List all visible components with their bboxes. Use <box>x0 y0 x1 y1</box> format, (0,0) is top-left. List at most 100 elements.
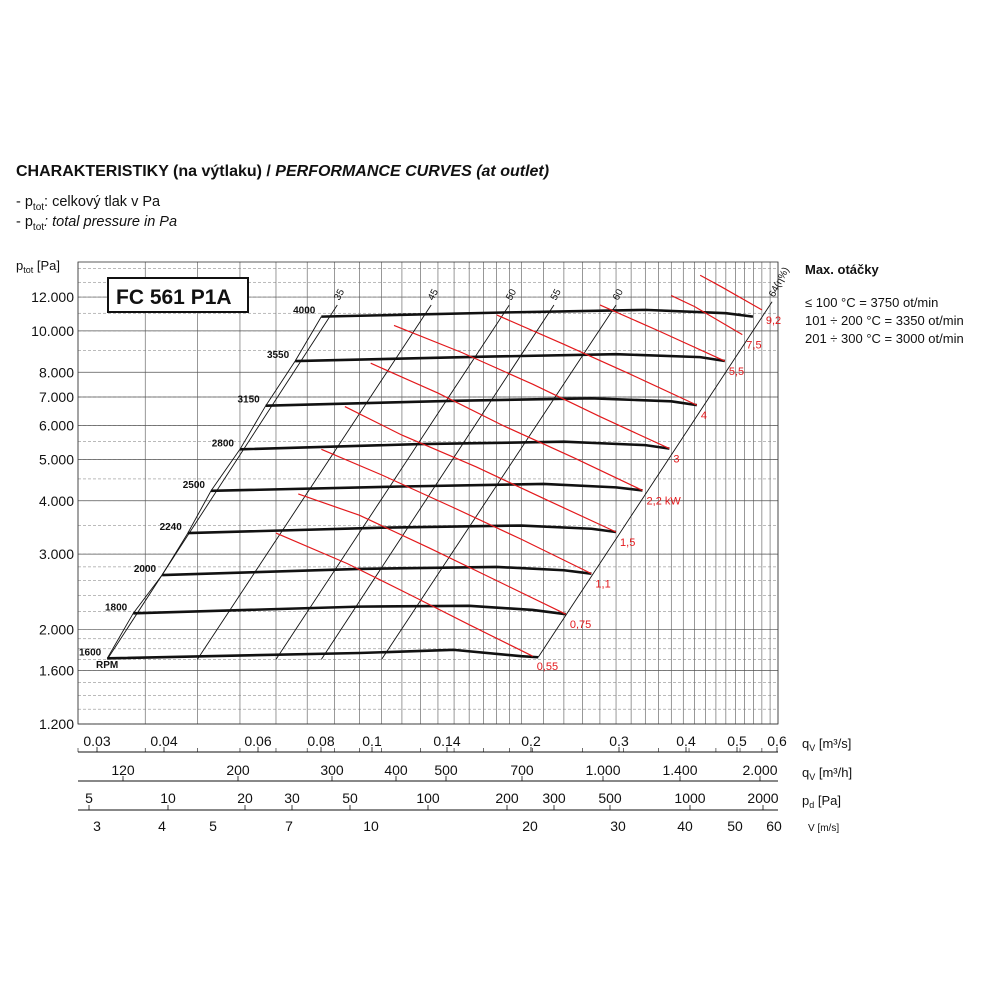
boundary-line-left <box>106 316 322 659</box>
x-tick-label: 5 <box>209 818 217 834</box>
speed-label: 2500 <box>183 480 206 491</box>
efficiency-line <box>537 301 773 658</box>
y-tick-label: 5.000 <box>39 451 74 467</box>
legend-czech-symbol: - p <box>16 194 33 210</box>
x-tick-label: 100 <box>416 790 440 806</box>
efficiency-label: 60 <box>611 287 626 302</box>
power-label: 1,1 <box>595 579 610 591</box>
x-tick-label: 20 <box>522 818 538 834</box>
y-tick-label: 1.600 <box>39 663 74 679</box>
x-tick-label: 10 <box>363 818 379 834</box>
x-tick-label: 0.06 <box>244 733 271 749</box>
power-curve <box>393 324 670 450</box>
x-tick-label: 0.4 <box>676 733 696 749</box>
power-label: 2,2 kW <box>647 495 682 507</box>
x-tick-label: 400 <box>384 762 408 778</box>
power-curve <box>321 448 592 575</box>
legend-english-symbol: - p <box>16 214 33 230</box>
power-curve <box>344 405 617 533</box>
x-tick-label: 50 <box>342 790 358 806</box>
x-tick-label: 300 <box>542 790 566 806</box>
power-curve <box>370 362 643 491</box>
x-tick-label: 200 <box>226 762 250 778</box>
speed-curve <box>107 648 539 660</box>
x-tick-label: 0.14 <box>433 733 460 749</box>
efficiency-label: 55 <box>549 287 564 302</box>
x-tick-label: 1.000 <box>585 762 620 778</box>
power-curve <box>671 295 743 336</box>
x-tick-label: 60 <box>766 818 782 834</box>
x-tick-label: 300 <box>320 762 344 778</box>
model-label: FC 561 P1A <box>116 286 232 309</box>
x-tick-label: 30 <box>284 790 300 806</box>
power-label: 7,5 <box>746 340 761 352</box>
power-curve <box>496 314 698 406</box>
model-box <box>107 277 249 313</box>
title-czech: CHARAKTERISTIKY (na výtlaku) / <box>16 163 276 180</box>
y-tick-label: 10.000 <box>31 323 74 339</box>
y-tick-label: 3.000 <box>39 546 74 562</box>
power-label: 1,5 <box>620 537 635 549</box>
x-tick-label: 40 <box>677 818 693 834</box>
speed-curve <box>321 308 754 318</box>
max-speed-heading: Max. otáčky <box>805 262 879 277</box>
speed-curve <box>295 352 726 363</box>
x-tick-label: 10 <box>160 790 176 806</box>
plot-frame <box>77 261 779 725</box>
x-tick-label: 500 <box>434 762 458 778</box>
power-label: 4 <box>701 410 707 422</box>
y-tick-label: 7.000 <box>39 389 74 405</box>
max-speed-row: 101 ÷ 200 °C = 3350 ot/min <box>805 313 964 328</box>
speed-label: 1600 <box>79 647 102 658</box>
x-tick-label: 0.2 <box>521 733 541 749</box>
x-tick-label: 500 <box>598 790 622 806</box>
power-label: 3 <box>673 454 679 466</box>
x-tick-label: 2.000 <box>742 762 777 778</box>
y-tick-label: 6.000 <box>39 418 74 434</box>
power-curve <box>599 304 726 362</box>
x-tick-label: 2000 <box>747 790 778 806</box>
x-tick-label: 0.5 <box>727 733 747 749</box>
x-tick-label: 3 <box>93 818 101 834</box>
speed-label: 3150 <box>237 395 260 406</box>
speed-curve <box>162 565 592 577</box>
x-tick-label: 0.1 <box>362 733 382 749</box>
x-tick-label: 120 <box>111 762 135 778</box>
x-tick-label: 30 <box>610 818 626 834</box>
power-label: 0,55 <box>537 661 558 673</box>
x-tick-label: 50 <box>727 818 743 834</box>
x-axis-label: V [m/s] <box>808 823 839 834</box>
speed-curve <box>187 524 617 535</box>
speed-label: 3550 <box>267 350 290 361</box>
legend-english-text: : total pressure in Pa <box>44 214 178 230</box>
max-speed-row: 201 ÷ 300 °C = 3000 ot/min <box>805 331 964 346</box>
x-tick-label: 200 <box>495 790 519 806</box>
legend-english-sub: tot <box>32 221 45 233</box>
legend-czech: - ptot: celkový tlak v Pa <box>16 194 160 213</box>
x-tick-label: 4 <box>158 818 166 834</box>
x-tick-label: 5 <box>85 790 93 806</box>
efficiency-line <box>106 304 338 660</box>
power-label: 5,5 <box>729 366 744 378</box>
x-tick-label: 0.03 <box>83 733 110 749</box>
x-tick-label: 0.08 <box>307 733 334 749</box>
x-tick-label: 700 <box>510 762 534 778</box>
speed-curve <box>239 440 670 451</box>
chart-title: CHARAKTERISTIKY (na výtlaku) / PERFORMAN… <box>16 163 549 181</box>
efficiency-line <box>275 304 510 660</box>
y-tick-label: 4.000 <box>39 493 74 509</box>
speed-label: 2000 <box>134 564 157 575</box>
x-axis-label: qV [m³/h] <box>802 765 852 782</box>
x-tick-label: 0.04 <box>150 733 177 749</box>
power-curve <box>699 274 763 311</box>
legend-czech-sub: tot <box>32 201 45 213</box>
legend-czech-text: : celkový tlak v Pa <box>44 194 161 210</box>
x-tick-label: 1000 <box>674 790 705 806</box>
speed-label: 2240 <box>160 522 183 533</box>
x-tick-label: 7 <box>285 818 293 834</box>
speed-curve <box>133 604 566 616</box>
efficiency-label: 35 <box>332 287 347 302</box>
y-tick-label: 1.200 <box>39 716 74 732</box>
x-tick-label: 1.400 <box>662 762 697 778</box>
